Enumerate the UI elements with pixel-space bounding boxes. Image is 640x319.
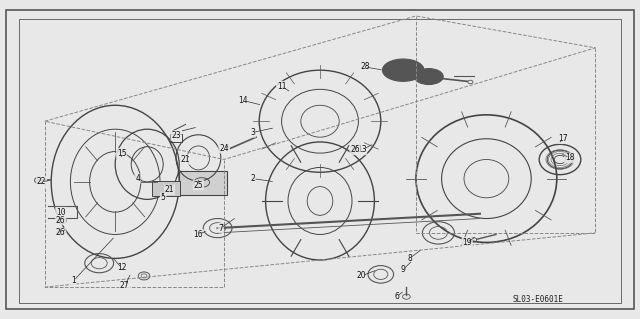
Text: 1: 1	[71, 276, 76, 285]
Text: 17: 17	[558, 134, 568, 143]
Text: 5: 5	[161, 193, 166, 202]
Text: 14: 14	[238, 96, 248, 105]
Text: 11: 11	[277, 82, 286, 91]
Ellipse shape	[383, 59, 424, 81]
Text: 27: 27	[120, 281, 130, 290]
Text: 26: 26	[56, 228, 66, 237]
Text: 26: 26	[350, 145, 360, 154]
Text: 10: 10	[56, 208, 66, 217]
Text: 26: 26	[56, 216, 66, 225]
Text: 2: 2	[250, 174, 255, 183]
Text: 12: 12	[117, 263, 126, 272]
Text: 24: 24	[219, 144, 229, 153]
Text: 4: 4	[135, 174, 140, 183]
Text: 25: 25	[193, 181, 204, 189]
Text: 13: 13	[356, 145, 367, 154]
Text: 19: 19	[462, 238, 472, 247]
Text: SL03-E0601E: SL03-E0601E	[512, 295, 563, 304]
Text: 6: 6	[394, 292, 399, 301]
FancyBboxPatch shape	[179, 171, 227, 195]
Text: 3: 3	[250, 128, 255, 137]
Text: 7: 7	[218, 224, 223, 233]
Text: 21: 21	[181, 155, 190, 164]
Text: 9: 9	[401, 265, 406, 274]
Text: 28: 28	[360, 63, 369, 71]
Text: 23: 23	[171, 131, 181, 140]
Text: 15: 15	[116, 149, 127, 158]
Text: 16: 16	[193, 230, 204, 239]
FancyBboxPatch shape	[152, 181, 180, 196]
Text: 8: 8	[407, 254, 412, 263]
Ellipse shape	[415, 69, 444, 85]
Text: 22: 22	[37, 177, 46, 186]
Text: 20: 20	[356, 271, 367, 280]
Text: 18: 18	[565, 153, 574, 162]
Text: 21: 21	[165, 185, 174, 194]
